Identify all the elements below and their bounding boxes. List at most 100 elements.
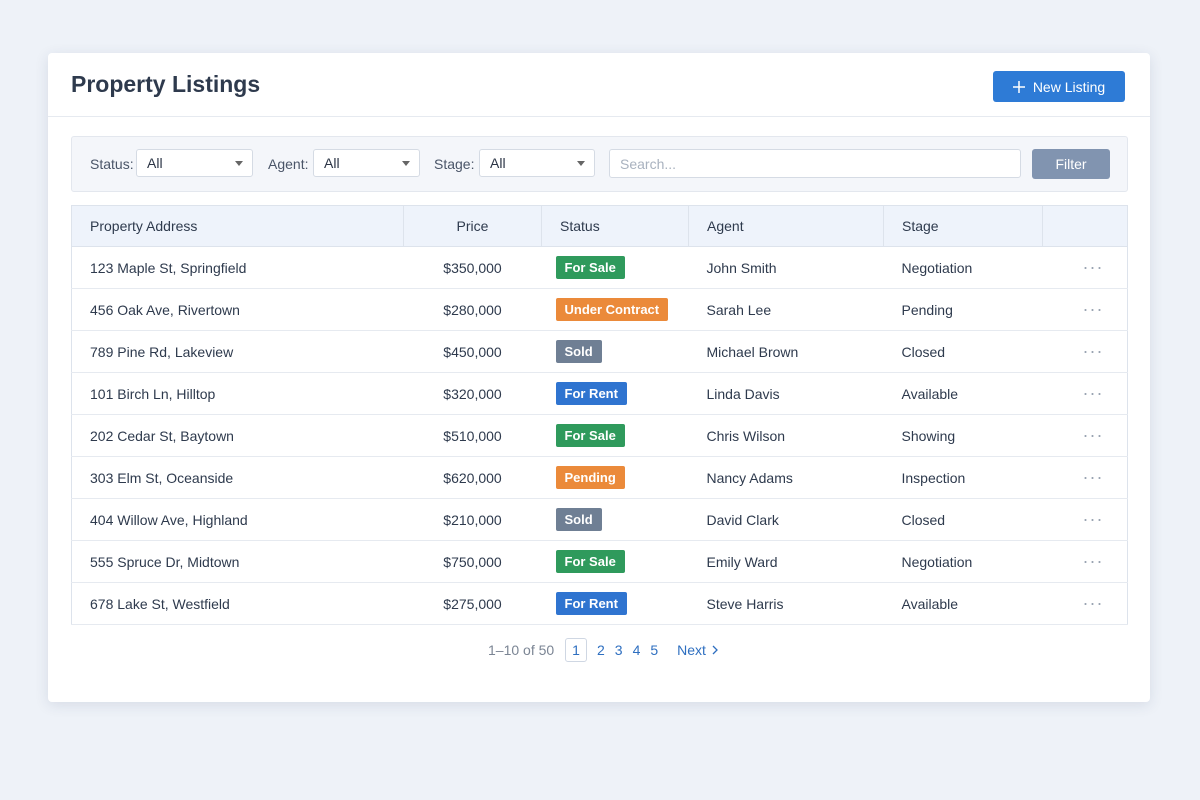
agent-cell: Michael Brown <box>688 330 884 373</box>
table-row: 101 Birch Ln, Hilltop $320,000 For Rent Lin… <box>71 372 1128 415</box>
filter-label: Stage: <box>434 156 475 172</box>
actions-cell: ··· <box>1042 414 1128 457</box>
stage-cell: Closed <box>883 330 1043 373</box>
page-link[interactable]: 5 <box>650 642 659 658</box>
row-menu[interactable]: ··· <box>1082 425 1104 445</box>
status-cell: For Rent <box>541 582 689 625</box>
table-row: 789 Pine Rd, Lakeview $450,000 Sold Michael… <box>71 330 1128 373</box>
address-cell: 555 Spruce Dr, Midtown <box>71 540 404 583</box>
table-body: 123 Maple St, Springfield $350,000 For Sal… <box>71 246 1128 625</box>
address-cell: 202 Cedar St, Baytown <box>71 414 404 457</box>
status-badge: For Sale <box>555 550 625 573</box>
select-value: All <box>490 155 506 171</box>
column-header: Status <box>541 205 689 247</box>
status-cell: Pending <box>541 456 689 499</box>
stage-select[interactable]: All <box>479 149 595 177</box>
agent-cell: John Smith <box>688 246 884 289</box>
table-row: 123 Maple St, Springfield $350,000 For Sal… <box>71 246 1128 289</box>
status-cell: For Sale <box>541 540 689 583</box>
actions-cell: ··· <box>1042 330 1128 373</box>
row-menu[interactable]: ··· <box>1082 341 1104 361</box>
status-badge: For Sale <box>555 256 625 279</box>
stage-cell: Available <box>883 582 1043 625</box>
actions-cell: ··· <box>1042 372 1128 415</box>
select-value: All <box>324 155 340 171</box>
agent-cell: Chris Wilson <box>688 414 884 457</box>
status-badge: Sold <box>555 508 602 531</box>
status-badge: Under Contract <box>555 298 669 321</box>
table-row: 555 Spruce Dr, Midtown $750,000 For Sale Em… <box>71 540 1128 583</box>
status-select[interactable]: All <box>136 149 253 177</box>
filter-button[interactable]: Filter <box>1032 149 1110 179</box>
chevron <box>577 161 585 166</box>
stage-cell: Negotiation <box>883 540 1043 583</box>
next-label: Next <box>677 642 706 658</box>
column-header: Stage <box>883 205 1043 247</box>
next-link[interactable]: Next <box>677 642 718 658</box>
column-header-actions <box>1042 205 1128 247</box>
status-cell: Under Contract <box>541 288 689 331</box>
page-link[interactable]: 1 <box>565 638 587 662</box>
stage-cell: Showing <box>883 414 1043 457</box>
address-cell: 123 Maple St, Springfield <box>71 246 404 289</box>
page-title: Property Listings <box>71 71 261 97</box>
stage-cell: Pending <box>883 288 1043 331</box>
row-menu[interactable]: ··· <box>1082 551 1104 571</box>
actions-cell: ··· <box>1042 582 1128 625</box>
agent-select[interactable]: All <box>313 149 420 177</box>
table-row: 456 Oak Ave, Rivertown $280,000 Under Cont… <box>71 288 1128 331</box>
page-link[interactable]: 4 <box>632 642 641 658</box>
row-menu[interactable]: ··· <box>1082 299 1104 319</box>
table-row: 678 Lake St, Westfield $275,000 For Rent St… <box>71 582 1128 625</box>
status-cell: Sold <box>541 330 689 373</box>
price-cell: $210,000 <box>403 498 542 541</box>
next-chevron <box>712 645 718 655</box>
pagination: 1–10 of 50 1 2 3 4 5 Next <box>488 638 718 662</box>
search-input[interactable]: Search... <box>609 149 1021 178</box>
page-link[interactable]: 2 <box>596 642 605 658</box>
button-label: New Listing <box>1032 78 1106 95</box>
column-header: Price <box>403 205 542 247</box>
row-menu[interactable]: ··· <box>1082 509 1104 529</box>
header-row: Property Address Price Status Agent Stage <box>71 205 1128 247</box>
actions-cell: ··· <box>1042 540 1128 583</box>
filter-label: Status: <box>90 156 134 172</box>
status-badge: Sold <box>555 340 602 363</box>
filter-label: Agent: <box>268 156 309 172</box>
price-cell: $280,000 <box>403 288 542 331</box>
column-header: Property Address <box>71 205 404 247</box>
agent-cell: David Clark <box>688 498 884 541</box>
price-cell: $510,000 <box>403 414 542 457</box>
listings-card: Property Listings New Listing Status: Al… <box>48 53 1150 702</box>
row-menu[interactable]: ··· <box>1082 383 1104 403</box>
row-menu[interactable]: ··· <box>1082 257 1104 277</box>
page-link[interactable]: 3 <box>614 642 623 658</box>
select-value: All <box>147 155 163 171</box>
row-menu[interactable]: ··· <box>1082 467 1104 487</box>
agent-cell: Nancy Adams <box>688 456 884 499</box>
status-cell: For Sale <box>541 246 689 289</box>
table-row: 404 Willow Ave, Highland $210,000 Sold Davi… <box>71 498 1128 541</box>
stage-cell: Available <box>883 372 1043 415</box>
new-listing-button[interactable]: New Listing <box>993 71 1125 102</box>
price-cell: $350,000 <box>403 246 542 289</box>
agent-cell: Steve Harris <box>688 582 884 625</box>
chevron <box>402 161 410 166</box>
address-cell: 404 Willow Ave, Highland <box>71 498 404 541</box>
divider <box>48 116 1150 117</box>
price-cell: $620,000 <box>403 456 542 499</box>
actions-cell: ··· <box>1042 498 1128 541</box>
status-cell: For Sale <box>541 414 689 457</box>
listings-table: Property Address Price Status Agent Stage 12… <box>71 205 1128 625</box>
stage-cell: Closed <box>883 498 1043 541</box>
price-cell: $450,000 <box>403 330 542 373</box>
stage-cell: Inspection <box>883 456 1043 499</box>
chevron <box>235 161 243 166</box>
page-range: 1–10 of 50 <box>488 642 555 658</box>
search-placeholder: Search... <box>620 155 677 172</box>
price-cell: $320,000 <box>403 372 542 415</box>
agent-cell: Linda Davis <box>688 372 884 415</box>
column-header: Agent <box>688 205 884 247</box>
row-menu[interactable]: ··· <box>1082 593 1104 613</box>
